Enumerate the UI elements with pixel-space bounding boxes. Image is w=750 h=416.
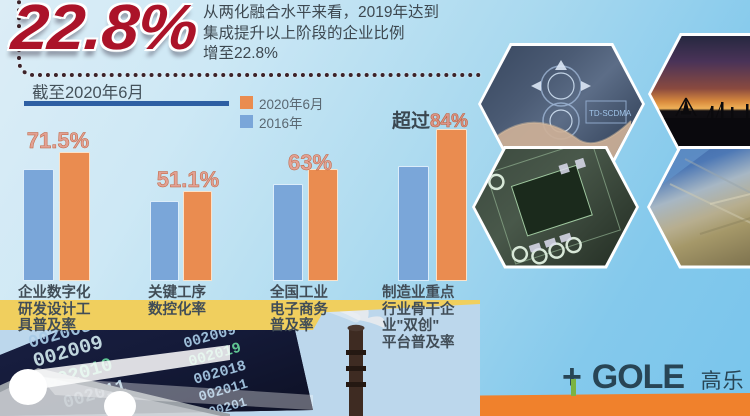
svg-text:TD-SCDMA: TD-SCDMA [589,109,632,118]
